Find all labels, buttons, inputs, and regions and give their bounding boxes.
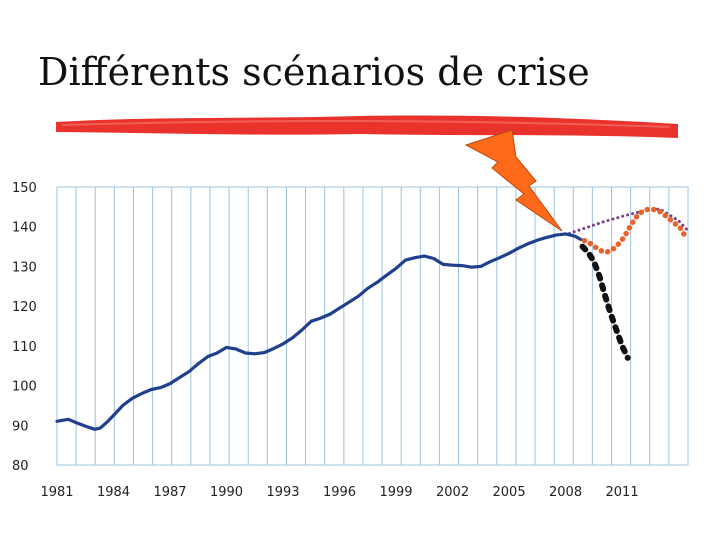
series-group [55, 206, 690, 431]
slide-title: Différents scénarios de crise [38, 50, 590, 94]
x-tick-label-1996: 1996 [323, 485, 356, 500]
lightning-bolt-icon [464, 129, 563, 232]
red-highlight-stroke-texture [61, 120, 671, 128]
y-tick-label-110: 110 [12, 340, 37, 355]
x-tick-label-1993: 1993 [266, 485, 299, 500]
y-tick-label-130: 130 [12, 260, 37, 275]
x-tick-label-2005: 2005 [493, 485, 526, 500]
red-highlight-stroke [56, 115, 678, 138]
axis-labels: 150 140 130 120 110 100 90 80 1981 1984 1987 1990 19… [12, 181, 639, 500]
x-tick-label-2002: 2002 [436, 485, 469, 500]
y-tick-label-80: 80 [12, 459, 29, 474]
x-tick-label-1999: 1999 [379, 485, 412, 500]
y-tick-label-150: 150 [12, 181, 37, 196]
series-line-effondrement [579, 243, 631, 361]
x-tick-label-1987: 1987 [153, 485, 186, 500]
x-tick-label-1990: 1990 [210, 485, 243, 500]
y-tick-label-120: 120 [12, 300, 37, 315]
series-line-reprise [581, 206, 687, 255]
plot-area [56, 186, 689, 466]
x-tick-label-2011: 2011 [606, 485, 639, 500]
lightning-bolt-group [464, 129, 563, 232]
x-tick-label-1981: 1981 [40, 485, 73, 500]
series-line-tendance [567, 207, 690, 235]
plot-grid [56, 186, 689, 466]
y-tick-label-100: 100 [12, 380, 37, 395]
y-tick-label-90: 90 [12, 419, 29, 434]
x-tick-label-2008: 2008 [549, 485, 582, 500]
y-tick-label-140: 140 [12, 221, 37, 236]
series-line-historique [55, 232, 583, 431]
highlight-stroke-group [56, 115, 678, 138]
x-tick-label-1984: 1984 [97, 485, 130, 500]
